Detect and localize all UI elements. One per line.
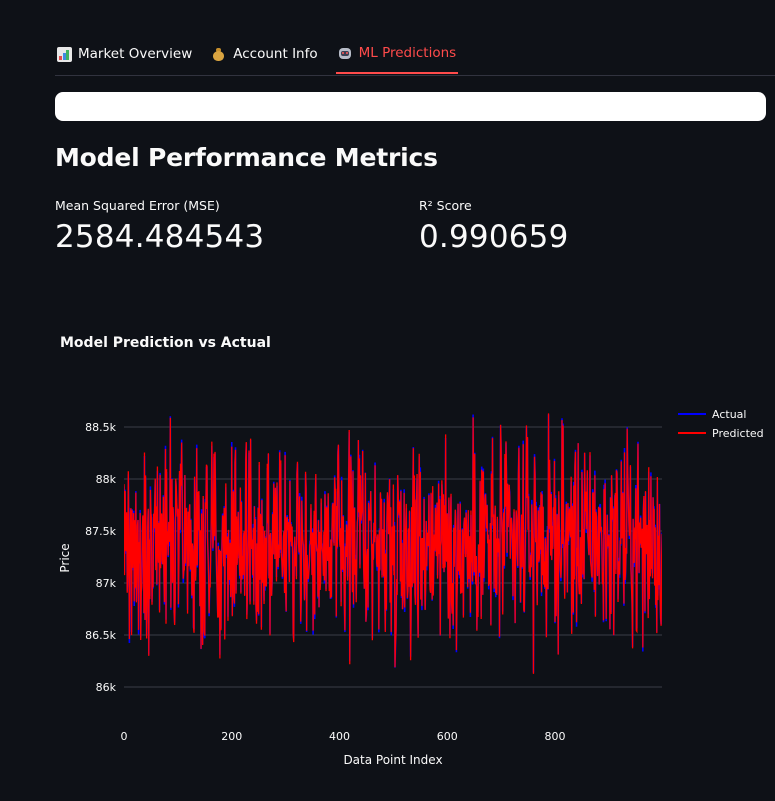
empty-white-container bbox=[55, 92, 766, 121]
y-tick-label: 87k bbox=[96, 577, 117, 590]
x-tick-label: 0 bbox=[121, 730, 128, 743]
tab-label: Account Info bbox=[233, 46, 318, 62]
tab-label: ML Predictions bbox=[358, 45, 457, 61]
tab-market-overview[interactable]: Market Overview bbox=[55, 34, 194, 74]
y-axis-title: Price bbox=[58, 543, 72, 572]
tab-ml-predictions[interactable]: ML Predictions bbox=[335, 34, 459, 74]
plot-area bbox=[124, 413, 662, 674]
x-tick-label: 400 bbox=[329, 730, 350, 743]
y-tick-label: 87.5k bbox=[85, 525, 116, 538]
legend-label: Predicted bbox=[712, 427, 764, 440]
y-tick-label: 88.5k bbox=[85, 421, 116, 434]
x-axis-title: Data Point Index bbox=[343, 753, 442, 767]
y-tick-label: 86.5k bbox=[85, 629, 116, 642]
metric-value: 0.990659 bbox=[419, 219, 569, 255]
tab-bar: Market Overview Account Info ML Predicti… bbox=[55, 34, 775, 76]
section-title: Model Performance Metrics bbox=[55, 143, 438, 172]
legend-label: Actual bbox=[712, 408, 746, 421]
metric-value: 2584.484543 bbox=[55, 219, 265, 255]
money-bag-icon bbox=[212, 47, 227, 62]
robot-icon bbox=[338, 46, 353, 61]
metric-mse: Mean Squared Error (MSE) 2584.484543 bbox=[55, 198, 264, 255]
x-tick-label: 800 bbox=[545, 730, 566, 743]
chart-title: Model Prediction vs Actual bbox=[60, 335, 271, 351]
bar-chart-icon bbox=[57, 46, 72, 62]
series-line-predicted bbox=[124, 413, 662, 674]
x-tick-label: 200 bbox=[221, 730, 242, 743]
chart-legend: Actual Predicted bbox=[678, 408, 764, 440]
metric-label: Mean Squared Error (MSE) bbox=[55, 198, 220, 213]
tab-account-info[interactable]: Account Info bbox=[210, 34, 319, 74]
y-tick-label: 88k bbox=[96, 473, 117, 486]
metric-label: R² Score bbox=[419, 198, 472, 213]
tab-label: Market Overview bbox=[78, 46, 193, 62]
y-tick-label: 86k bbox=[96, 681, 117, 694]
x-tick-label: 600 bbox=[437, 730, 458, 743]
metric-r2: R² Score 0.990659 bbox=[419, 198, 569, 255]
